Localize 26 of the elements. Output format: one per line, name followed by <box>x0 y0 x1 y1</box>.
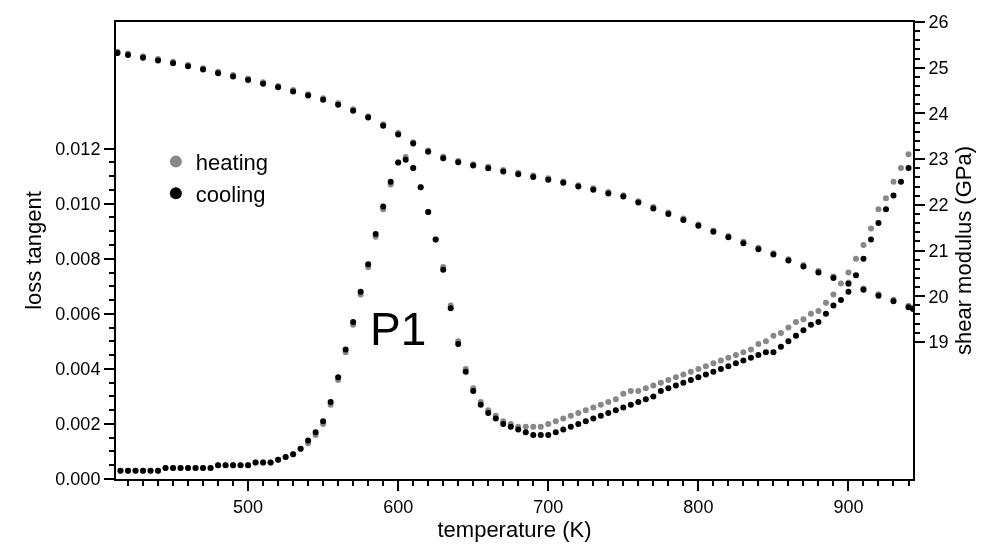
legend-label: cooling <box>195 181 266 207</box>
x-tick-label: 600 <box>383 496 414 517</box>
y-tick-label: 0.012 <box>55 138 101 159</box>
x-axis-title: temperature (K) <box>437 516 592 542</box>
y-tick-label: 0.006 <box>55 304 101 325</box>
x-tick-label: 900 <box>833 496 864 517</box>
y-axis-title: loss tangent <box>20 191 46 310</box>
y-tick-label: 0.004 <box>55 359 101 380</box>
legend-label: heating <box>195 150 269 176</box>
annotation: P1 <box>370 303 427 355</box>
y2-axis-title: shear modulus (GPa) <box>951 145 977 356</box>
y-tick-label: 0.000 <box>55 469 101 490</box>
y-tick-label: 0.010 <box>55 194 101 214</box>
y2-tick-label: 21 <box>928 240 949 261</box>
y-tick-label: 0.002 <box>55 414 101 435</box>
y2-tick-label: 20 <box>928 286 949 307</box>
y2-tick-label: 23 <box>928 149 949 170</box>
y-tick-label: 0.008 <box>55 249 101 270</box>
x-tick-label: 800 <box>683 496 714 517</box>
y2-tick-label: 19 <box>928 332 949 353</box>
x-tick-label: 500 <box>233 496 264 517</box>
y2-tick-label: 26 <box>928 12 949 33</box>
x-tick-label: 700 <box>533 496 564 517</box>
y2-tick-label: 25 <box>928 58 949 78</box>
y2-tick-label: 24 <box>928 103 949 124</box>
y2-tick-label: 22 <box>928 195 949 216</box>
